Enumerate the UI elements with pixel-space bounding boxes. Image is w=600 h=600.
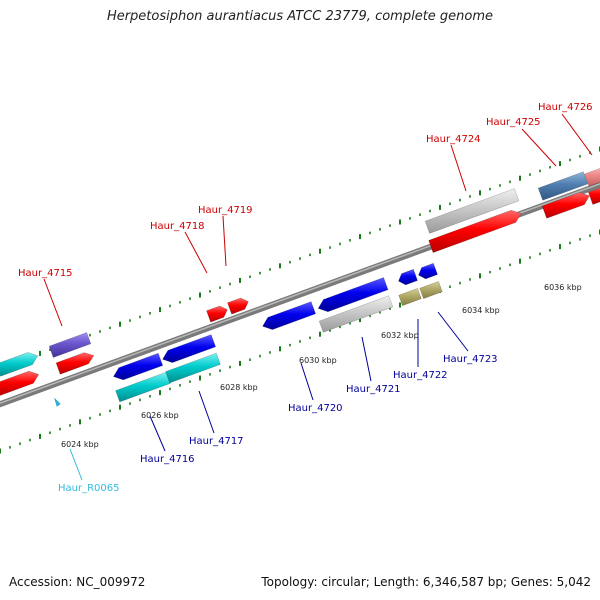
leader-line [69,448,83,481]
gene-label-haur-4722[interactable]: Haur_4722 [393,370,448,381]
kbp-scale-label: 6036 kbp [544,283,582,292]
gene-label-haur-4715[interactable]: Haur_4715 [18,268,73,279]
leader-line [521,128,557,167]
gene-feature-haur-4716 [113,352,164,381]
leader-line [300,362,314,401]
accession-text: Accession: NC_009972 [9,575,146,589]
gene-feature-haur-4717 [162,334,216,363]
leader-line [184,231,208,274]
gene-feature-haur-4718 [206,305,228,323]
gene-features [0,168,600,407]
leader-line [43,278,63,327]
gene-feature-red [428,209,522,253]
gene-feature-haur-4720 [262,301,316,330]
gene-labels: Haur_4715 Haur_4718 Haur_4719 Haur_4724 Haur… [18,102,593,494]
kbp-scale-label: 6026 kbp [141,411,179,420]
gene-feature-red [0,370,40,396]
gene-feature-cyan [0,352,39,377]
gene-label-haur-r0065[interactable]: Haur_R0065 [58,483,120,494]
leader-line [437,311,469,352]
genome-summary-text: Topology: circular; Length: 6,346,587 bp… [261,575,591,589]
gene-feature-haur-4719 [227,297,249,315]
gene-feature-olive [419,281,443,299]
kbp-scale-label: 6024 kbp [61,440,99,449]
gene-label-haur-4725[interactable]: Haur_4725 [486,117,541,128]
gene-feature-olive [398,288,422,306]
gene-feature-haur-4725 [537,171,589,201]
gene-feature-red [541,192,590,219]
gene-label-haur-4721[interactable]: Haur_4721 [346,384,401,395]
gene-label-haur-4723[interactable]: Haur_4723 [443,354,498,365]
gene-feature-gray [318,295,394,333]
gene-feature-red [55,352,95,375]
gene-feature-haur-4724 [424,188,520,234]
genome-title: Herpetosiphon aurantiacus ATCC 23779, co… [106,9,494,24]
leader-line [361,336,372,382]
gene-feature-cyan [165,352,221,384]
gene-label-haur-4726[interactable]: Haur_4726 [538,102,593,113]
gene-feature-purple [48,332,92,358]
leader-line [149,415,166,452]
gene-feature-cyan [115,371,171,403]
kbp-scale-label: 6028 kbp [220,383,258,392]
kbp-scale-label: 6034 kbp [462,306,500,315]
kbp-scale-label: 6030 kbp [299,356,337,365]
gene-label-haur-4718[interactable]: Haur_4718 [150,221,205,232]
gene-label-haur-4720[interactable]: Haur_4720 [288,403,343,414]
leader-line [561,113,593,156]
leader-line [222,215,227,267]
leader-line [198,390,215,434]
kbp-labels: 6024 kbp 6026 kbp 6028 kbp 6030 kbp 6032 kbp… [61,283,582,449]
gene-label-haur-4717[interactable]: Haur_4717 [189,436,244,447]
gene-feature-red [588,187,600,205]
gene-label-haur-4724[interactable]: Haur_4724 [426,134,481,145]
gene-feature-haur-4721 [317,277,389,313]
label-leader-lines [43,113,593,481]
rna-feature-haur-r0065 [54,397,61,407]
gene-label-haur-4719[interactable]: Haur_4719 [198,205,253,216]
kbp-scale-label: 6032 kbp [381,331,419,340]
gene-feature-haur-4723 [418,262,438,280]
leader-line [450,144,467,192]
gene-feature-haur-4722 [398,268,418,286]
gene-label-haur-4716[interactable]: Haur_4716 [140,454,195,465]
